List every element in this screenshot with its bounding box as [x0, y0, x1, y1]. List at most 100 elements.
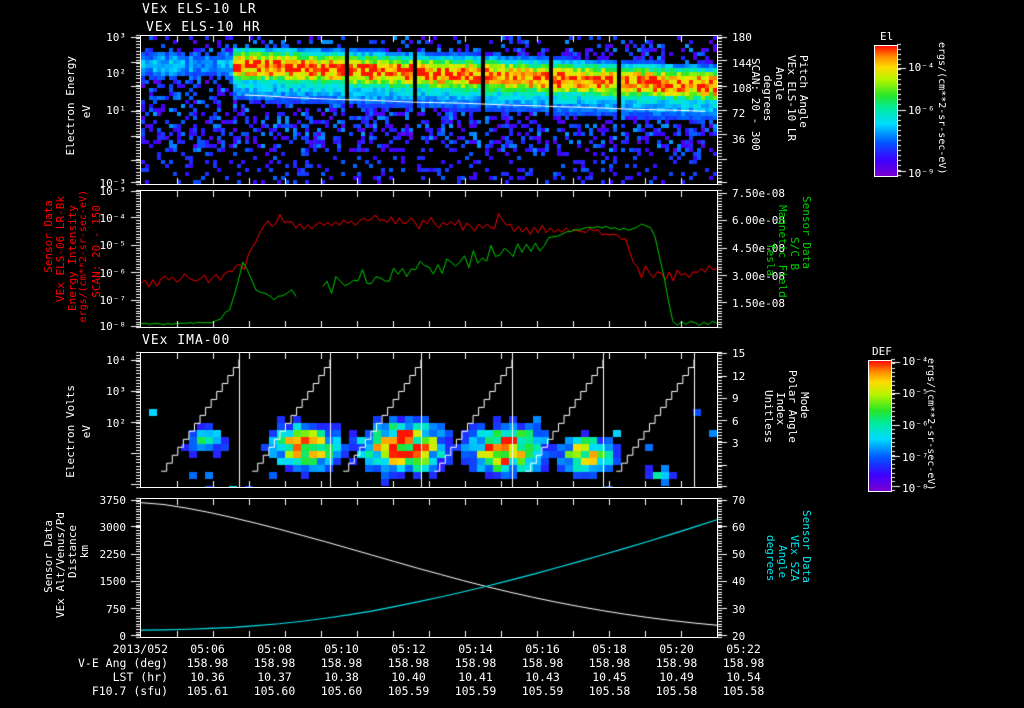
- panel2-left-label-4: ergs/(cm**2-sr-sec-eV): [78, 190, 89, 323]
- p1-rticks-label-3: 72: [732, 107, 746, 120]
- cell-r0-c8: 05:22: [726, 642, 761, 656]
- panel2-plot-frame: [140, 190, 718, 328]
- panel1-title-hr: VEx ELS-10 HR: [146, 20, 261, 35]
- panel3-right-label-1: Mode: [798, 392, 811, 419]
- panel3-right-label-4: Unitless: [762, 390, 775, 443]
- cb3-ticks-label-1: 10⁻⁵: [902, 386, 929, 400]
- panel1-colorbar-title: El: [880, 30, 894, 43]
- panel1-colorbar-ticks: [897, 43, 907, 177]
- panel3-colorbar-unit: ergs/(cm**2-sr-sec-eV): [925, 358, 936, 491]
- p3-lticks-label-0: 10⁴: [106, 354, 126, 368]
- bottom-ephemeris-table: 2013/052 05:06 05:08 05:10 05:12 05:14 05:16 05…: [8, 642, 777, 698]
- panel1-title-lr: VEx ELS-10 LR: [142, 2, 257, 17]
- panel3-colorbar-title: DEF: [872, 345, 892, 358]
- cell-r0-c4: 05:14: [458, 642, 493, 656]
- p3-lticks-label-2: 10²: [106, 416, 126, 430]
- p4-rticks-label-2: 50: [732, 548, 746, 561]
- panel4-left-ticks: [128, 497, 140, 639]
- panel3-ylabel-2: eV: [80, 425, 93, 439]
- cell-r0-c1: 05:08: [257, 642, 292, 656]
- cb3-ticks-label-2: 10⁻⁶: [902, 419, 929, 432]
- p2-rticks-label-4: 1.50e-08: [732, 297, 785, 311]
- panel2-right-label-1: Sensor Data: [800, 196, 813, 269]
- p4-lticks-label-0: 3750: [99, 494, 127, 508]
- row-label-3: F10.7 (sfu): [91, 684, 168, 698]
- panel3-right-ticks: [718, 351, 730, 489]
- panel2-right-ticks: [718, 189, 730, 329]
- table-row: 2013/052 05:06 05:08 05:10 05:12 05:14 05:16 05…: [8, 642, 777, 656]
- panel1-right-ticks: [718, 34, 730, 186]
- cell-r2-c5: 10.43: [525, 670, 560, 684]
- p4-rticks-label-4: 30: [732, 602, 746, 616]
- p1-rticks-label-2: 108: [732, 82, 752, 96]
- panel4-ephemeris-canvas: [141, 499, 717, 637]
- p4-rticks-label-1: 60: [732, 520, 746, 534]
- panel4-left-label-4: km: [78, 545, 91, 559]
- panel4-right-label-4: degrees: [764, 535, 777, 582]
- cell-r3-c2: 105.60: [320, 684, 363, 698]
- table-row: V-E Ang (deg) 158.98 158.98 158.98 158.98 158…: [8, 656, 777, 670]
- table-row: F10.7 (sfu) 105.61 105.60 105.60 105.59 105.5…: [8, 684, 777, 698]
- cell-r3-c4: 105.59: [454, 684, 497, 698]
- p1-lticks-label-3: 10⁻³: [99, 176, 127, 190]
- cb1-ticks-label-1: 10⁻⁶: [908, 104, 935, 117]
- panel1-right-label-1: Pitch Angle: [797, 55, 810, 128]
- cell-r1-c1: 158.98: [253, 656, 296, 670]
- panel3-ylabel-1: Electron Volts: [64, 385, 77, 478]
- panel4-right-label-2: VEx SZA: [788, 535, 801, 582]
- panel4-plot-frame: [140, 498, 718, 638]
- panel1-spectrogram-canvas: [141, 36, 717, 184]
- p1-lticks-label-2: 10¹: [106, 104, 126, 117]
- cell-r2-c1: 10.37: [257, 670, 292, 684]
- p2-lticks-label-2: 10⁻⁵: [99, 239, 127, 253]
- cell-r3-c7: 105.58: [655, 684, 698, 698]
- panel2-timeseries-canvas: [141, 191, 717, 327]
- cell-r2-c2: 10.38: [324, 670, 359, 684]
- p4-lticks-label-2: 2250: [99, 548, 127, 561]
- p1-rticks-label-0: 180: [732, 31, 752, 45]
- p4-rticks-label-0: 70: [732, 494, 746, 508]
- p4-lticks-label-3: 1500: [99, 575, 127, 589]
- panel2-right-label-2: S/C B: [788, 237, 801, 271]
- panel1-right-label-4: degrees: [761, 75, 774, 122]
- cell-r0-c6: 05:18: [592, 642, 627, 656]
- p2-lticks-label-5: 10⁻⁸: [99, 319, 127, 333]
- panel2-right-label-4: Tesla: [764, 243, 777, 277]
- panel1-right-label-2: VEx ELS-10 LR: [785, 55, 798, 142]
- cell-r2-c8: 10.54: [726, 670, 761, 684]
- p4-rticks-label-5: 20: [732, 629, 746, 643]
- p4-lticks-label-1: 3000: [99, 520, 127, 534]
- row-label-2: LST (hr): [112, 670, 168, 684]
- cell-r1-c8: 158.98: [722, 656, 765, 670]
- p1-lticks-label-0: 10³: [106, 31, 126, 45]
- cell-r0-c0: 05:06: [190, 642, 225, 656]
- p2-rticks-label-2: 4.50e-08: [732, 241, 785, 255]
- p2-lticks-label-1: 10⁻⁴: [99, 211, 127, 225]
- p3-rticks-label-0: 15: [732, 347, 746, 361]
- cell-r2-c6: 10.45: [592, 670, 627, 684]
- cb1-ticks-label-2: 10⁻⁹: [908, 166, 935, 180]
- panel1-right-label-3: Angle: [773, 67, 786, 101]
- panel3-spectrogram-canvas: [141, 353, 717, 487]
- p2-rticks-label-0: 7.50e-08: [732, 186, 785, 200]
- panel3-left-ticks: [128, 351, 140, 489]
- cell-r3-c8: 105.58: [722, 684, 765, 698]
- p2-lticks-label-4: 10⁻⁷: [99, 294, 127, 308]
- p3-lticks-label-1: 10³: [106, 385, 126, 399]
- cell-r1-c0: 158.98: [186, 656, 229, 670]
- cell-r1-c6: 158.98: [588, 656, 631, 670]
- p2-rticks-label-1: 6.00e-08: [732, 214, 785, 228]
- panel3-colorbar: [868, 360, 892, 492]
- panel1-colorbar-unit: ergs/(cm**2-sr-sec-eV): [936, 42, 947, 175]
- panel2-right-label-3: Magnetic Field: [776, 205, 789, 298]
- p3-rticks-label-4: 3: [732, 437, 739, 451]
- panel3-colorbar-ticks: [891, 358, 901, 492]
- p1-rticks-label-1: 144: [732, 56, 752, 70]
- panel4-right-label-3: Angle: [776, 545, 789, 579]
- panel3-title: VEx IMA-00: [142, 333, 231, 348]
- cell-r0-c3: 05:12: [391, 642, 426, 656]
- panel3-right-label-2: Polar Angle: [786, 370, 799, 443]
- cell-r2-c7: 10.49: [659, 670, 694, 684]
- row-label-1: V-E Ang (deg): [77, 656, 168, 670]
- cell-r1-c7: 158.98: [655, 656, 698, 670]
